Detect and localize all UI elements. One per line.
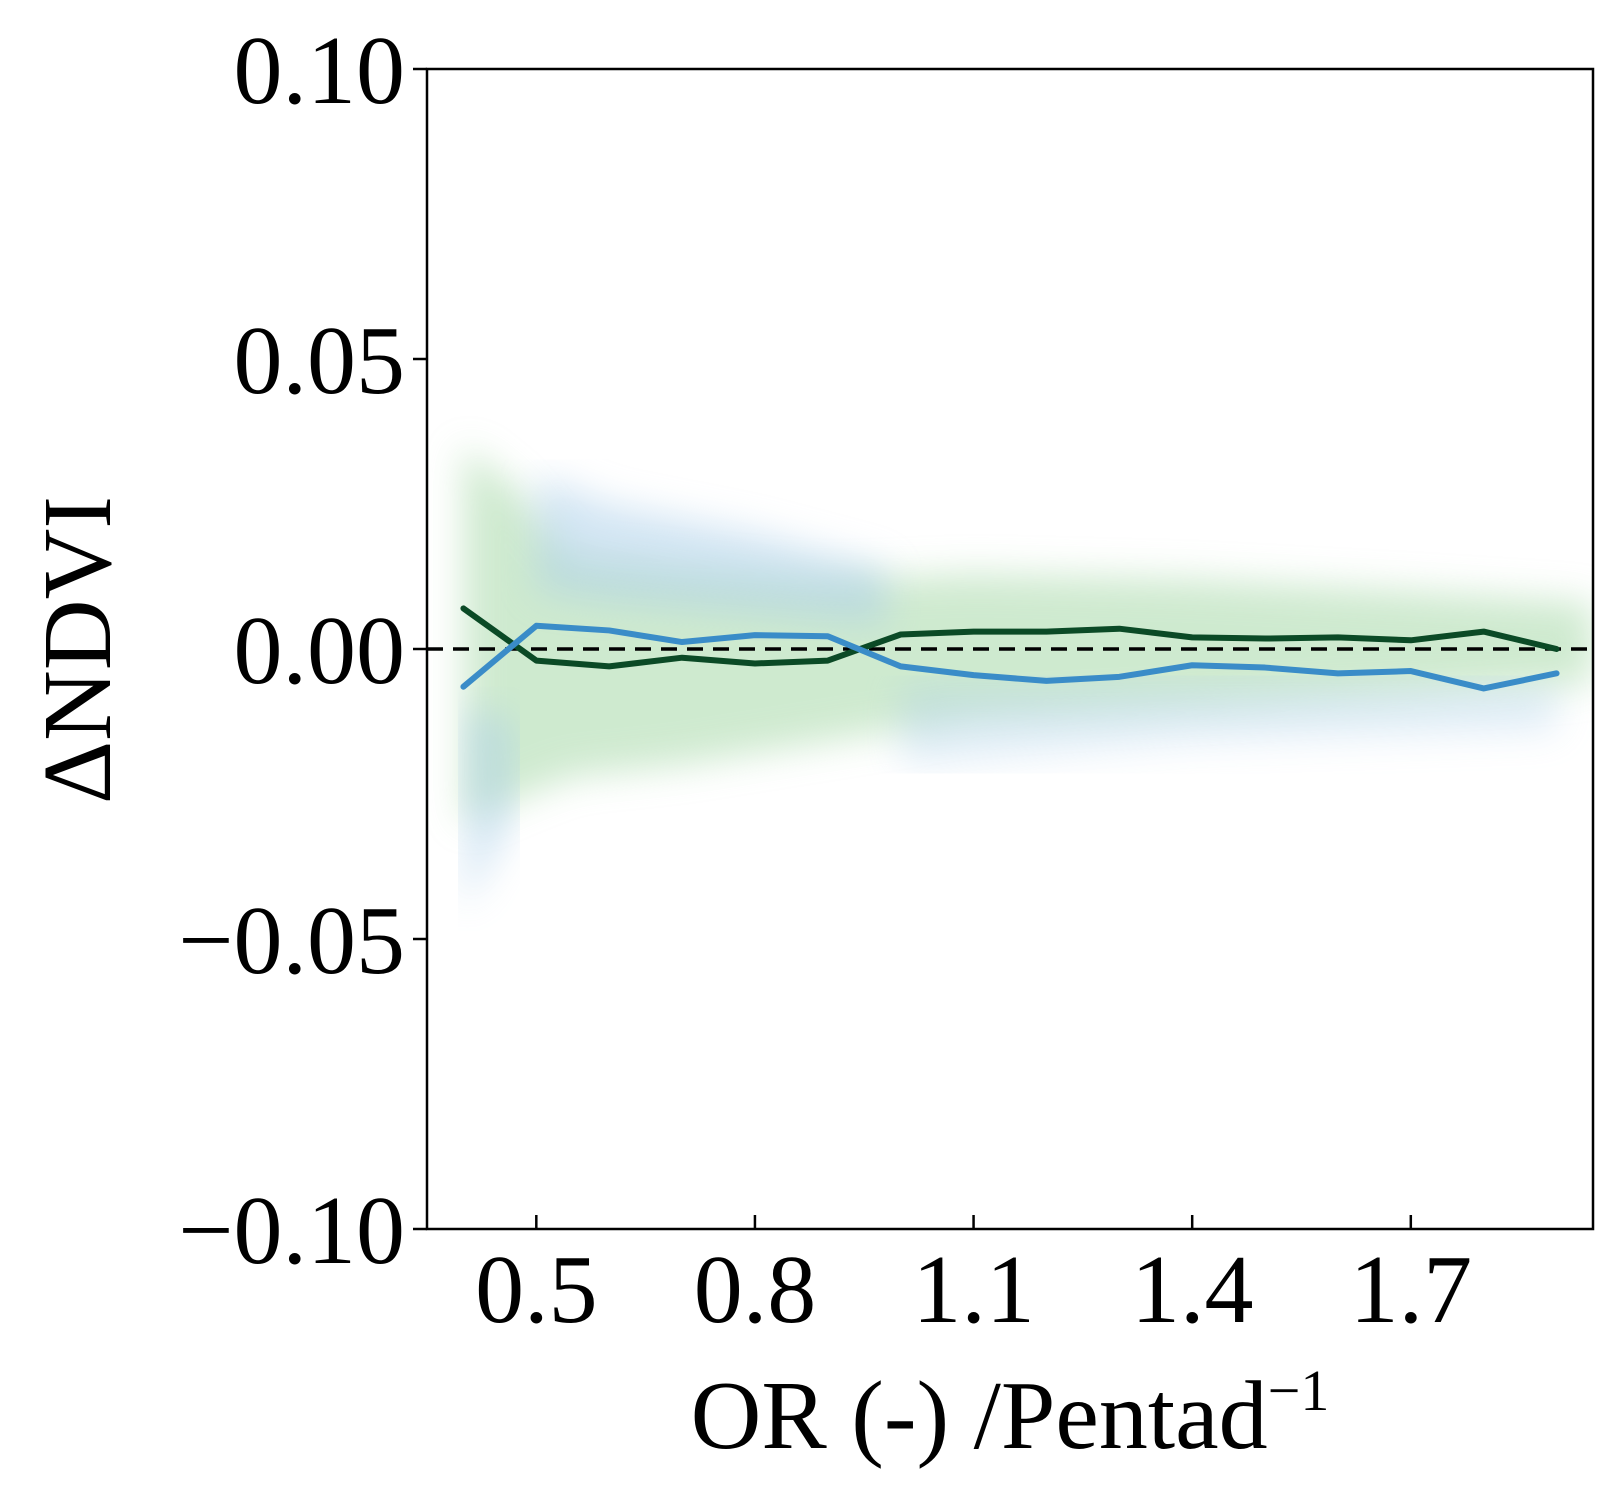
blue-scatter-cloud-right — [900, 683, 1557, 765]
y-axis-ticks: 0.10 0.05 0.00 −0.05 −0.10 — [178, 17, 427, 1285]
series-line-blue — [460, 622, 1560, 692]
x-tick-label: 1.7 — [1350, 1236, 1473, 1344]
x-tick-label: 1.4 — [1131, 1236, 1254, 1344]
x-axis-label-text: OR (-) /Pentad — [691, 1362, 1268, 1470]
x-axis-label: OR (-) /Pentad−1 — [691, 1358, 1330, 1470]
x-tick-label: 0.8 — [694, 1236, 817, 1344]
y-axis-label: ΔNDVI — [24, 496, 132, 804]
x-tick-label: 0.5 — [475, 1236, 598, 1344]
y-tick-label: 0.05 — [234, 307, 406, 415]
x-axis-label-superscript: −1 — [1268, 1358, 1330, 1423]
series-layer — [460, 605, 1560, 692]
blue-scatter-cloud-upper — [536, 475, 887, 626]
x-axis-ticks: 0.5 0.8 1.1 1.4 1.7 — [475, 1215, 1472, 1344]
blue-scatter-cloud-lower — [463, 707, 515, 910]
y-tick-label: −0.10 — [178, 1177, 405, 1285]
x-tick-label: 1.1 — [912, 1236, 1035, 1344]
y-tick-label: 0.10 — [234, 17, 406, 125]
series-line-dark-green — [460, 605, 1560, 670]
y-tick-label: 0.00 — [234, 597, 406, 705]
y-tick-label: −0.05 — [178, 887, 405, 995]
